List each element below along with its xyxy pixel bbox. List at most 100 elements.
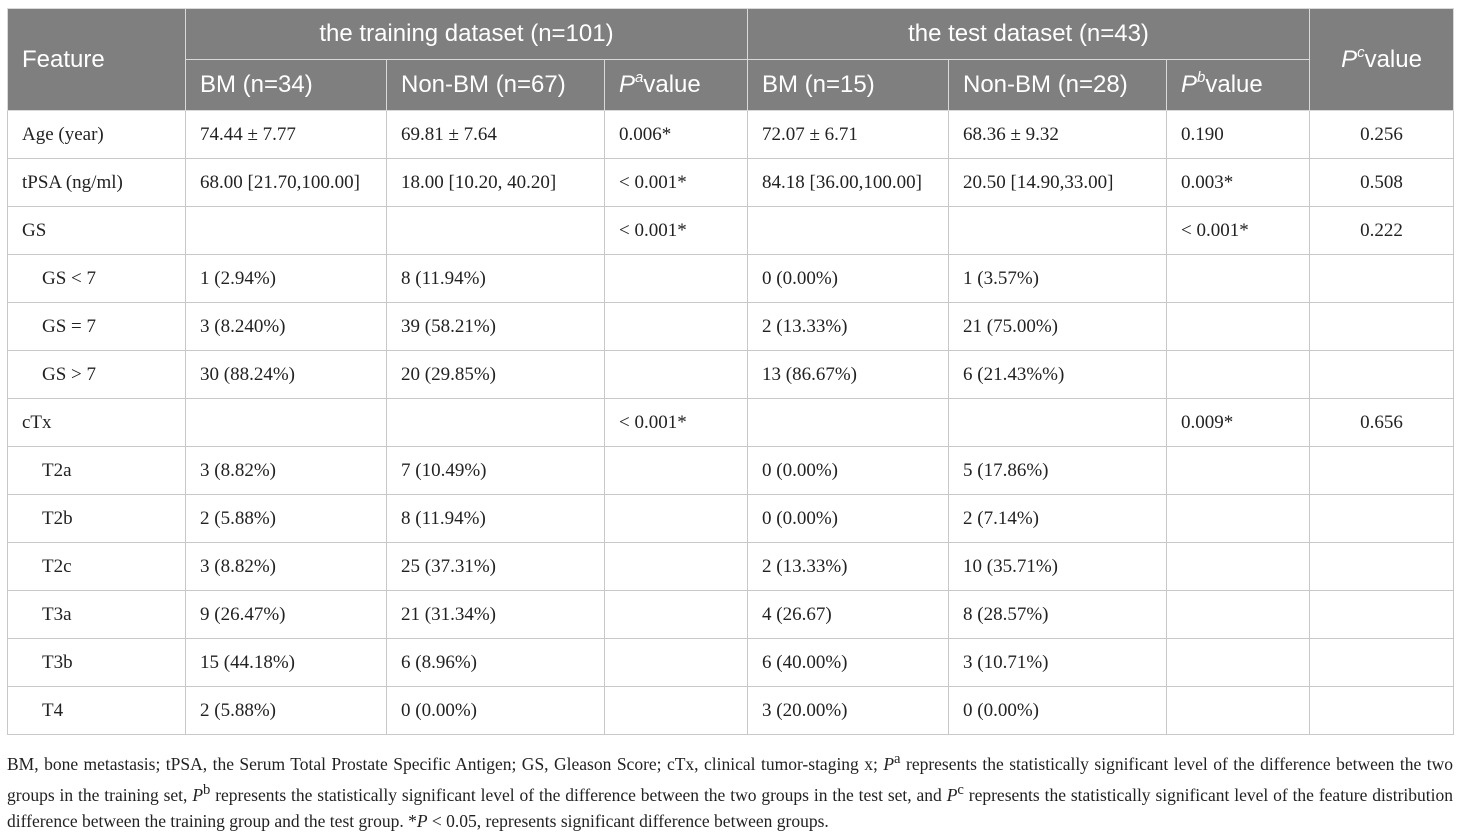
cell-pc: [1309, 494, 1455, 543]
cell-feature: T2c: [7, 542, 186, 591]
header-pb-value: Pbvalue: [1165, 59, 1311, 111]
cell-pb: [1165, 638, 1311, 687]
cell-train-bm: 74.44 ± 7.77: [185, 110, 387, 159]
cell-train-bm: 3 (8.82%): [185, 446, 387, 495]
cell-test-bm: 2 (13.33%): [747, 302, 949, 351]
cell-pc: [1309, 446, 1455, 495]
cell-test-bm: [747, 206, 949, 255]
cell-feature: GS: [7, 206, 186, 255]
cell-feature: GS < 7: [7, 254, 186, 303]
cell-train-bm: 68.00 [21.70,100.00]: [185, 158, 387, 207]
cell-pa: < 0.001*: [604, 158, 748, 207]
cell-pb: [1165, 254, 1311, 303]
cell-test-nonbm: 10 (35.71%): [948, 542, 1167, 591]
cell-train-nonbm: 7 (10.49%): [386, 446, 605, 495]
cell-train-bm: 1 (2.94%): [185, 254, 387, 303]
table-row: T2b 2 (5.88%) 8 (11.94%) 0 (0.00%) 2 (7.14%): [7, 494, 1455, 543]
cell-pc: 0.656: [1309, 398, 1455, 447]
cell-test-bm: 0 (0.00%): [747, 494, 949, 543]
table-row: GS < 0.001* < 0.001* 0.222: [7, 206, 1455, 255]
cell-test-nonbm: 20.50 [14.90,33.00]: [948, 158, 1167, 207]
cell-train-nonbm: 8 (11.94%): [386, 254, 605, 303]
cell-train-nonbm: 20 (29.85%): [386, 350, 605, 399]
header-test-bm: BM (n=15): [747, 59, 949, 111]
header-pc-value: Pcvalue: [1309, 8, 1455, 111]
table-row: tPSA (ng/ml) 68.00 [21.70,100.00] 18.00 [1…: [7, 158, 1455, 207]
cell-train-nonbm: [386, 398, 605, 447]
cell-pb: 0.009*: [1165, 398, 1311, 447]
table-row: GS > 7 30 (88.24%) 20 (29.85%) 13 (86.67%) 6…: [7, 350, 1455, 399]
cell-train-bm: [185, 206, 387, 255]
table-body: Age (year) 74.44 ± 7.77 69.81 ± 7.64 0.006*…: [7, 110, 1455, 735]
cell-pc: 0.256: [1309, 110, 1455, 159]
header-training-dataset: the training dataset (n=101): [185, 8, 748, 60]
cell-test-bm: 84.18 [36.00,100.00]: [747, 158, 949, 207]
cell-pa: [604, 638, 748, 687]
cell-feature: cTx: [7, 398, 186, 447]
cell-train-bm: [185, 398, 387, 447]
cell-feature: T3a: [7, 590, 186, 639]
cell-test-nonbm: [948, 206, 1167, 255]
cell-train-bm: 15 (44.18%): [185, 638, 387, 687]
cell-feature: T2a: [7, 446, 186, 495]
data-table: Feature the training dataset (n=101) the…: [7, 8, 1455, 735]
cell-train-nonbm: 39 (58.21%): [386, 302, 605, 351]
cell-test-bm: 13 (86.67%): [747, 350, 949, 399]
cell-pa: 0.006*: [604, 110, 748, 159]
cell-train-nonbm: 69.81 ± 7.64: [386, 110, 605, 159]
cell-train-nonbm: 25 (37.31%): [386, 542, 605, 591]
cell-feature: T4: [7, 686, 186, 735]
cell-test-bm: [747, 398, 949, 447]
table-row: T4 2 (5.88%) 0 (0.00%) 3 (20.00%) 0 (0.00%): [7, 686, 1455, 735]
cell-test-bm: 72.07 ± 6.71: [747, 110, 949, 159]
cell-test-bm: 0 (0.00%): [747, 446, 949, 495]
header-test-dataset: the test dataset (n=43): [746, 8, 1311, 60]
cell-test-bm: 3 (20.00%): [747, 686, 949, 735]
cell-pa: [604, 350, 748, 399]
table-header: Feature the training dataset (n=101) the…: [7, 8, 1455, 111]
cell-pa: [604, 302, 748, 351]
cell-pa: [604, 446, 748, 495]
table-container: Feature the training dataset (n=101) the…: [7, 8, 1455, 735]
cell-train-nonbm: 6 (8.96%): [386, 638, 605, 687]
cell-pb: [1165, 542, 1311, 591]
cell-test-nonbm: 1 (3.57%): [948, 254, 1167, 303]
cell-pa: [604, 590, 748, 639]
table-row: T3a 9 (26.47%) 21 (31.34%) 4 (26.67) 8 (28.5…: [7, 590, 1455, 639]
cell-feature: GS > 7: [7, 350, 186, 399]
cell-pa: [604, 494, 748, 543]
header-train-nonbm: Non-BM (n=67): [386, 59, 605, 111]
cell-pa: < 0.001*: [604, 206, 748, 255]
cell-pc: [1309, 542, 1455, 591]
cell-test-nonbm: 5 (17.86%): [948, 446, 1167, 495]
cell-pa: [604, 686, 748, 735]
table-row: T3b 15 (44.18%) 6 (8.96%) 6 (40.00%) 3 (10.7…: [7, 638, 1455, 687]
cell-feature: Age (year): [7, 110, 186, 159]
cell-test-nonbm: 0 (0.00%): [948, 686, 1167, 735]
table-footnote: BM, bone metastasis; tPSA, the Serum Tot…: [7, 751, 1453, 831]
cell-pc: [1309, 590, 1455, 639]
cell-pb: [1165, 446, 1311, 495]
cell-pc: [1309, 686, 1455, 735]
cell-test-bm: 2 (13.33%): [747, 542, 949, 591]
cell-train-bm: 30 (88.24%): [185, 350, 387, 399]
cell-pa: [604, 542, 748, 591]
cell-pc: [1309, 302, 1455, 351]
cell-test-nonbm: 8 (28.57%): [948, 590, 1167, 639]
header-test-nonbm: Non-BM (n=28): [948, 59, 1167, 111]
cell-feature: T3b: [7, 638, 186, 687]
cell-test-bm: 0 (0.00%): [747, 254, 949, 303]
cell-test-nonbm: 2 (7.14%): [948, 494, 1167, 543]
cell-train-bm: 3 (8.82%): [185, 542, 387, 591]
cell-test-bm: 6 (40.00%): [747, 638, 949, 687]
cell-train-nonbm: 18.00 [10.20, 40.20]: [386, 158, 605, 207]
cell-test-bm: 4 (26.67): [747, 590, 949, 639]
cell-pc: [1309, 638, 1455, 687]
cell-pb: [1165, 350, 1311, 399]
cell-train-nonbm: 0 (0.00%): [386, 686, 605, 735]
cell-train-bm: 2 (5.88%): [185, 494, 387, 543]
cell-test-nonbm: 6 (21.43%%): [948, 350, 1167, 399]
cell-train-nonbm: [386, 206, 605, 255]
cell-test-nonbm: [948, 398, 1167, 447]
